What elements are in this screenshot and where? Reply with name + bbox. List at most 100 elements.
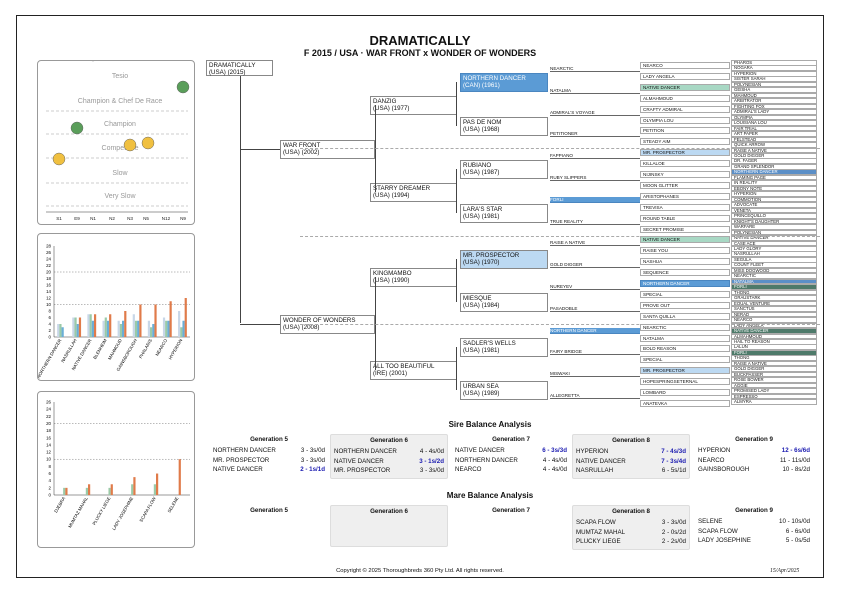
ancestor-gen7[interactable]: ADMIRAL'S LADY (731, 109, 817, 115)
ancestor-gen7[interactable]: FORLI (731, 349, 817, 356)
ancestor-gen6[interactable]: SEQUENCE (640, 269, 730, 277)
ancestor-gen5[interactable]: PASADOBLE (550, 306, 640, 312)
ancestor-gen6[interactable]: LOMBARD (640, 389, 730, 396)
horse-box[interactable]: WAR FRONT (USA) (2002) (280, 140, 375, 159)
ancestor-gen6[interactable]: ROUND TABLE (640, 214, 730, 222)
ancestor-gen6[interactable]: PROVE OUT (640, 301, 730, 309)
ancestor-gen7[interactable]: GOLD DIGGER (731, 366, 817, 372)
ancestor-gen7[interactable]: HAIL TO REASON (731, 338, 817, 345)
ancestor-gen7[interactable]: LOUISIANA LOU (731, 120, 817, 126)
ancestor-gen7[interactable]: WARFARE (731, 224, 817, 230)
ancestor-gen6[interactable]: SECRET PROMISE (640, 225, 730, 233)
ancestor-gen7[interactable]: ALMAHMOUD (731, 333, 817, 340)
ancestor-gen6[interactable]: NATALMA (640, 334, 730, 342)
ancestor-gen7[interactable]: NEARCTIC (731, 273, 817, 279)
ancestor-gen5[interactable]: MISWAKI (550, 371, 640, 378)
ancestor-gen7[interactable]: KNIGHT'S DAUGHTER (731, 218, 817, 225)
ancestor-gen6[interactable]: SPECIAL (640, 290, 730, 298)
ancestor-gen7[interactable]: NASRULLAH (731, 251, 817, 258)
ancestor-gen7[interactable]: DR. FAGER (731, 158, 817, 165)
ancestor-gen7[interactable]: FLAMING PAGE (731, 174, 817, 181)
ancestor-gen7[interactable]: OLYMPIA (731, 114, 817, 121)
ancestor-gen7[interactable]: ROSE BOWER (731, 377, 817, 383)
ancestor-gen7[interactable]: THONG (731, 355, 817, 361)
horse-box[interactable]: STARRY DREAMER (USA) (1994) (370, 183, 457, 202)
ancestor-gen5[interactable]: RUBY SLIPPERS (550, 175, 640, 181)
ancestor-gen6[interactable]: RAISE YOU (640, 247, 730, 255)
ancestor-gen7[interactable]: LADY GLORY (731, 245, 817, 252)
ancestor-gen7[interactable]: GRAND SPLENDOR (731, 163, 817, 170)
ancestor-gen5[interactable]: NEARCTIC (550, 66, 640, 72)
ancestor-gen7[interactable]: FELSTEAD (731, 136, 817, 143)
ancestor-gen7[interactable]: COUNT FLEET (731, 262, 817, 268)
ancestor-gen7[interactable]: NOGARA (731, 65, 817, 72)
ancestor-gen7[interactable]: NATALMA (731, 278, 817, 285)
ancestor-gen6[interactable]: CRAFTY ADMIRAL (640, 105, 730, 113)
ancestor-gen6[interactable]: SPECIAL (640, 356, 730, 364)
ancestor-gen7[interactable]: LALUN (731, 344, 817, 351)
ancestor-gen7[interactable]: FORLI (731, 284, 817, 290)
ancestor-gen6[interactable]: STEADY AIM (640, 138, 730, 146)
ancestor-gen7[interactable]: LADY ANGELA (731, 322, 817, 329)
ancestor-gen5[interactable]: GOLD DIGGER (550, 262, 640, 269)
ancestor-gen7[interactable]: VENETA (731, 207, 817, 214)
ancestor-gen7[interactable]: FIGHTING FOX (731, 103, 817, 110)
ancestor-gen7[interactable]: SEGULA (731, 256, 817, 263)
horse-box[interactable]: MIESQUE (USA) (1984) (460, 293, 548, 312)
ancestor-gen6[interactable]: TREVISA (640, 203, 730, 211)
ancestor-gen5[interactable]: ADMIRAL'S VOYAGE (550, 110, 640, 116)
ancestor-gen7[interactable]: COMMOTION (731, 196, 817, 203)
ancestor-gen6[interactable]: KILLALOE (640, 160, 730, 168)
horse-box[interactable]: PAS DE NOM (USA) (1968) (460, 117, 548, 136)
ancestor-gen7[interactable]: EQUAL VENTURE (731, 300, 817, 307)
ancestor-gen6[interactable]: OLYMPIA LOU (640, 116, 730, 124)
horse-box[interactable]: MR. PROSPECTOR (USA) (1970) (460, 250, 548, 269)
ancestor-gen6[interactable]: PETITION (640, 127, 730, 135)
ancestor-gen5[interactable]: NATALMA (550, 88, 640, 94)
ancestor-gen7[interactable]: GOLD DIGGER (731, 152, 817, 159)
ancestor-gen7[interactable]: IN REALITY (731, 180, 817, 186)
ancestor-gen5[interactable]: RAISE A NATIVE (550, 240, 640, 247)
ancestor-gen6[interactable]: NORTHERN DANCER (640, 280, 730, 287)
horse-box[interactable]: LARA'S STAR (USA) (1981) (460, 204, 548, 223)
ancestor-gen7[interactable]: PHAROS (731, 60, 817, 66)
ancestor-gen6[interactable]: ARISTOPHANES (640, 192, 730, 200)
ancestor-gen6[interactable]: NATIVE DANCER (640, 236, 730, 244)
ancestor-gen7[interactable]: AGGIE (731, 382, 817, 389)
ancestor-gen7[interactable]: NORTHERN DANCER (731, 169, 817, 175)
ancestor-gen7[interactable]: QUICK ARROW (731, 142, 817, 148)
ancestor-gen7[interactable]: ARBITRATOR (731, 98, 817, 104)
ancestor-gen6[interactable]: LADY ANGELA (640, 72, 730, 80)
ancestor-gen7[interactable]: PRINCEQUILLO (731, 213, 817, 219)
ancestor-gen6[interactable]: MR. PROSPECTOR (640, 367, 730, 375)
ancestor-gen7[interactable]: GRAUSTARK (731, 295, 817, 301)
horse-box[interactable]: DANZIG (USA) (1977) (370, 96, 457, 115)
ancestor-gen5[interactable]: NORTHERN DANCER (550, 327, 640, 334)
ancestor-gen7[interactable]: PROMISED LADY (731, 388, 817, 394)
horse-box[interactable]: URBAN SEA (USA) (1989) (460, 381, 548, 400)
ancestor-gen5[interactable]: TRUE REALITY (550, 219, 640, 225)
ancestor-gen7[interactable]: BUCKPASSER (731, 371, 817, 378)
ancestor-gen5[interactable]: PETITIONER (550, 131, 640, 138)
ancestor-gen7[interactable]: SANCTUS (731, 306, 817, 312)
ancestor-gen7[interactable]: MAHMOUD (731, 92, 817, 99)
ancestor-gen5[interactable]: FAIRY BRIDGE (550, 349, 640, 356)
ancestor-gen7[interactable]: FAIR TRIAL (731, 125, 817, 132)
ancestor-gen7[interactable]: THONG (731, 289, 817, 296)
ancestor-gen7[interactable]: HYPERION (731, 191, 817, 197)
ancestor-gen6[interactable]: MOON GLITTER (640, 181, 730, 189)
ancestor-gen6[interactable]: BOLD REASON (640, 345, 730, 353)
ancestor-gen6[interactable]: NASHUA (640, 258, 730, 266)
ancestor-gen6[interactable]: SANTA QUILLA (640, 312, 730, 320)
ancestor-gen7[interactable]: POLYNESIAN (731, 229, 817, 236)
ancestor-gen7[interactable]: EBONY NOTE (731, 185, 817, 192)
ancestor-gen6[interactable]: NEARCO (640, 62, 730, 69)
ancestor-gen7[interactable]: ADVOCATE (731, 202, 817, 208)
ancestor-gen7[interactable]: NATIVE DANCER (731, 235, 817, 241)
ancestor-gen7[interactable]: NEARCO (731, 317, 817, 323)
ancestor-gen6[interactable]: NIJINSKY (640, 171, 730, 178)
horse-box[interactable]: DRAMATICALLY (USA) (2015) (206, 60, 273, 76)
ancestor-gen5[interactable]: FAPPIANO (550, 153, 640, 160)
ancestor-gen7[interactable]: RAISE A NATIVE (731, 360, 817, 367)
horse-box[interactable]: NORTHERN DANCER (CAN) (1961) (460, 73, 548, 92)
